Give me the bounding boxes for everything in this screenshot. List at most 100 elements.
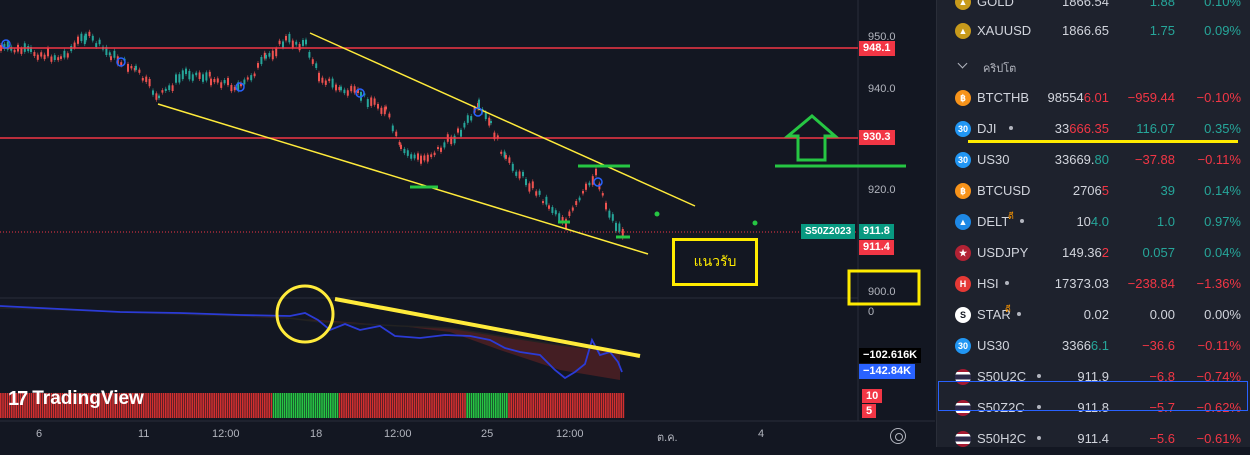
symbol-name: US30 — [977, 338, 1010, 353]
symbol-name: USDJPY — [977, 245, 1029, 260]
candle — [388, 113, 391, 118]
volume-bar — [180, 393, 182, 418]
volume-bar — [578, 393, 581, 418]
volume-bar — [59, 393, 61, 418]
status-dot — [1020, 219, 1024, 223]
candle — [430, 154, 433, 158]
symbol-name: BTCTHB — [977, 90, 1029, 105]
last-price: 104.0 — [1076, 214, 1109, 229]
candle — [383, 107, 386, 115]
watchlist-row[interactable]: ฿ BTCTHB 985546.01 −959.44 −0.10% — [937, 82, 1250, 114]
volume-bar — [477, 393, 479, 418]
candle — [282, 41, 284, 48]
signal-marker — [235, 82, 245, 92]
candle — [246, 77, 249, 80]
volume-bar — [85, 393, 88, 418]
tradingview-logo-text: TradingView — [32, 388, 144, 409]
volume-bar — [270, 393, 273, 418]
volume-bar — [503, 393, 506, 418]
volume-bar — [514, 393, 517, 418]
volume-bar — [195, 393, 198, 418]
candle — [208, 71, 211, 77]
candle — [608, 210, 611, 218]
candle — [398, 141, 401, 145]
watchlist-row[interactable]: ฿ BTCUSD 27065 39 0.14% — [937, 175, 1250, 207]
watchlist-row[interactable]: ▲ GOLD 1866.54 1.88 0.10% — [937, 0, 1250, 18]
candle — [133, 67, 136, 71]
volume-bar — [319, 393, 321, 418]
volume-bar — [563, 393, 565, 418]
volume-bar — [101, 393, 103, 418]
candle — [538, 190, 541, 195]
volume-bar — [127, 393, 130, 418]
volume-bar — [2, 393, 4, 418]
volume-bar — [413, 393, 416, 418]
volume-bar — [607, 393, 609, 418]
forecast-dot — [752, 220, 758, 226]
last-price-symbol-tag: S50Z2023 — [801, 224, 856, 239]
watchlist-row[interactable]: H HSI 17373.03 −238.84 −1.36% — [937, 268, 1250, 300]
watchlist-row[interactable]: ▲ XAUUSD 1866.65 1.75 0.09% — [937, 15, 1250, 47]
volume-bar — [561, 393, 563, 418]
watchlist-row[interactable]: S50U2C 911.9 −6.8 −0.74% — [937, 361, 1250, 393]
status-dot — [1037, 436, 1041, 440]
candle — [263, 52, 266, 59]
watchlist-row[interactable]: S50H2C 911.4 −5.6 −0.61% — [937, 423, 1250, 455]
change-percent: 0.35% — [1204, 121, 1241, 136]
change-percent: −0.11% — [1197, 152, 1242, 167]
candle — [443, 142, 446, 148]
chevron-down-icon[interactable] — [957, 58, 968, 69]
candle — [138, 69, 141, 73]
volume-bar — [374, 393, 376, 418]
watchlist-row[interactable]: 30 DJI 33666.35 116.07 0.35% — [937, 113, 1250, 145]
volume-bar — [24, 393, 26, 418]
candle — [484, 112, 487, 120]
volume-bar — [596, 393, 598, 418]
divergence-circle — [275, 284, 335, 344]
candle — [105, 46, 108, 56]
volume-bar — [330, 393, 332, 418]
candle — [63, 50, 66, 58]
settings-gear-icon[interactable] — [890, 428, 906, 444]
candle — [240, 83, 242, 87]
volume-bar — [396, 393, 398, 418]
candle — [120, 62, 123, 66]
candle — [324, 80, 327, 85]
volume-bar — [497, 393, 499, 418]
volume-bar — [440, 393, 442, 418]
volume-bar — [321, 393, 323, 418]
candle — [265, 54, 267, 59]
candle — [611, 214, 614, 221]
candle — [257, 63, 259, 68]
candle — [463, 122, 466, 128]
chart-canvas[interactable] — [0, 0, 935, 447]
last-price: 985546.01 — [1047, 90, 1109, 105]
watchlist-row[interactable]: 30 US30 33669.80 −37.88 −0.11% — [937, 144, 1250, 176]
volume-bar — [574, 393, 576, 418]
volume-bar — [35, 393, 37, 418]
volume-bar — [268, 393, 270, 418]
watchlist-row[interactable]: 30 US30 33666.1 −36.6 −0.11% — [937, 330, 1250, 362]
change-percent: 0.04% — [1204, 245, 1241, 260]
watchlist-section-crypto[interactable]: คริปโต — [937, 54, 1250, 78]
candle — [305, 39, 307, 45]
candle — [568, 211, 571, 217]
volume-bar — [431, 393, 433, 418]
watchlist-row[interactable]: S STAR ดี 0.02 0.00 0.00% — [937, 299, 1250, 331]
price-chart[interactable]: 950.0 940.0 920.0 900.0 0 948.1 930.3 S5… — [0, 0, 935, 447]
volume-bar — [19, 393, 22, 418]
watchlist-row[interactable]: ▲ DELT ดี 104.0 1.0 0.97% — [937, 206, 1250, 238]
candle — [457, 128, 459, 133]
tradingview-logo[interactable]: 17 TradingView — [8, 388, 144, 410]
volume-bar — [83, 393, 86, 418]
volume-bar — [382, 393, 385, 418]
volume-bar — [189, 393, 191, 418]
volume-bar — [169, 393, 171, 418]
volume-bar — [264, 393, 266, 418]
bitcoin-icon: ฿ — [955, 90, 971, 106]
watchlist-row[interactable]: ★ USDJPY 149.362 0.057 0.04% — [937, 237, 1250, 269]
volume-bar — [435, 393, 438, 418]
watchlist-row[interactable]: S50Z2C 911.8 −5.7 −0.62% — [937, 392, 1250, 424]
volume-bar — [501, 393, 504, 418]
volume-bar — [486, 393, 488, 418]
